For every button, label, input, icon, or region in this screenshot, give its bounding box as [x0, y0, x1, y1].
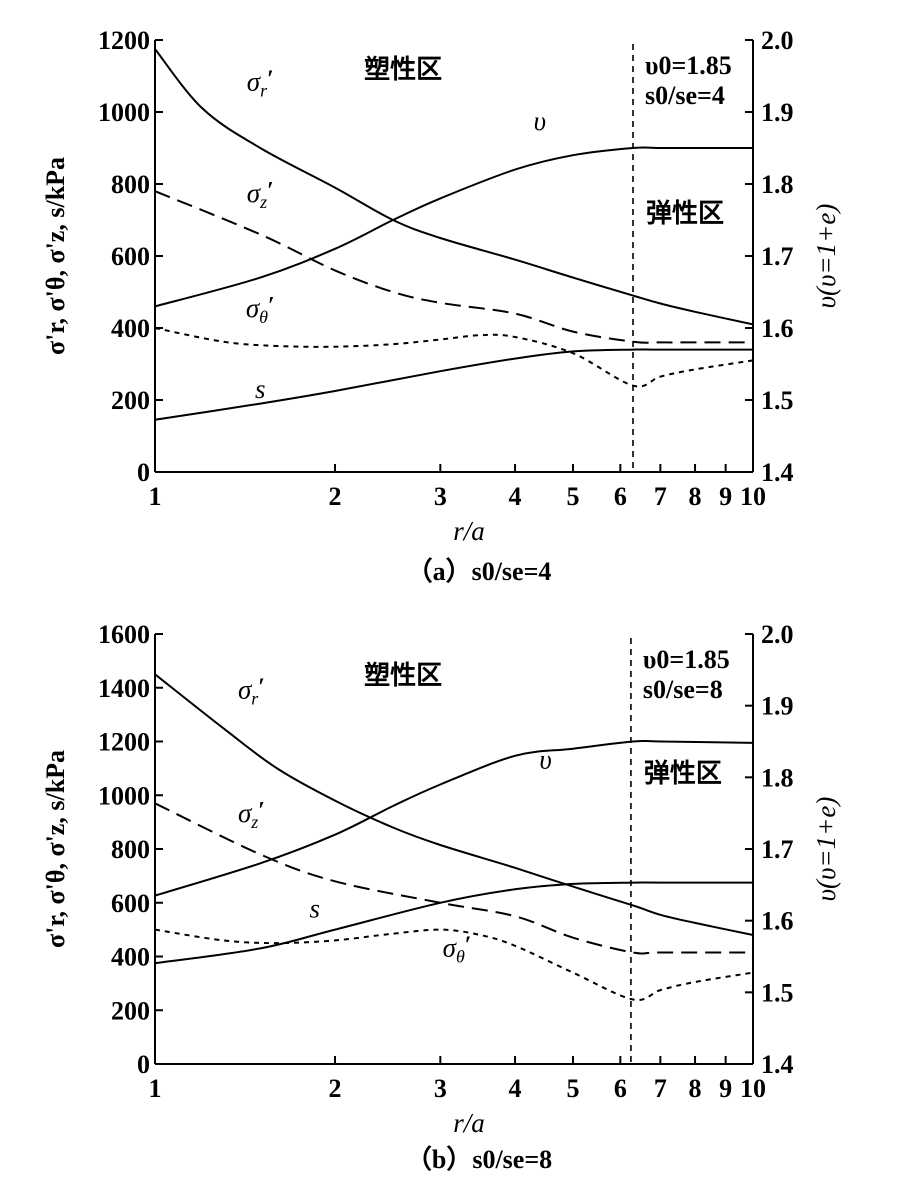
x-tick-label: 9 — [719, 1074, 732, 1103]
y-right-axis-title: υ(υ=1+e) — [811, 204, 841, 309]
x-tick-label: 9 — [719, 482, 732, 511]
x-tick-label: 2 — [329, 482, 342, 511]
curve-label: υ — [539, 744, 551, 774]
y-right-tick-label: 1.7 — [761, 835, 794, 864]
series-line-sigma-theta — [154, 327, 754, 388]
param-v0: υ0=1.85 — [643, 645, 730, 674]
x-tick-label: 1 — [149, 482, 162, 511]
x-axis-title: r/a — [453, 516, 485, 546]
y-right-tick-label: 1.5 — [761, 978, 794, 1007]
x-tick-label: 3 — [434, 1074, 447, 1103]
y-left-axis-title: σ'r, σ'θ, σ'z, s/kPa — [41, 750, 70, 948]
y-right-tick-label: 1.7 — [761, 242, 794, 271]
series-line-s — [154, 881, 753, 965]
curve-label: s — [310, 894, 321, 924]
y-left-tick-label: 1600 — [98, 620, 150, 649]
curve-label: υ — [534, 106, 546, 136]
chart-b: 0 200 400 600 800 1000 1200 1400 1600 1.4 1.5 1.6 1.… — [41, 620, 841, 1174]
y-left-tick-label: 1400 — [98, 674, 150, 703]
curve-label: σr′ — [247, 66, 274, 100]
y-left-tick-label: 200 — [111, 386, 150, 415]
curve-label: σz′ — [238, 798, 265, 832]
x-tick-label: 4 — [509, 482, 522, 511]
x-tick-label: 3 — [434, 482, 447, 511]
y-right-tick-label: 2.0 — [761, 26, 794, 55]
curve-label: σθ′ — [246, 293, 275, 327]
x-tick-label: 6 — [614, 1074, 627, 1103]
y-left-tick-label: 1200 — [98, 26, 150, 55]
series-line-upsilon — [154, 739, 754, 897]
y-right-tick-label: 1.5 — [761, 386, 794, 415]
x-tick-label: 7 — [654, 482, 667, 511]
elastic-zone-label: 弹性区 — [646, 199, 724, 229]
x-tick-label: 10 — [740, 1074, 766, 1103]
x-tick-label: 10 — [740, 482, 766, 511]
param-ratio: s0/se=4 — [645, 81, 725, 110]
x-tick-label: 1 — [149, 1074, 162, 1103]
series-line-sigma-z — [154, 190, 753, 344]
y-left-tick-label: 1000 — [98, 98, 150, 127]
series-line-sigma-r — [154, 48, 754, 326]
x-tick-label: 6 — [614, 482, 627, 511]
x-tick-label: 2 — [329, 1074, 342, 1103]
series-line-sigma-r — [154, 673, 754, 936]
param-v0: υ0=1.85 — [645, 51, 732, 80]
y-left-tick-label: 800 — [111, 170, 150, 199]
y-left-tick-label: 600 — [111, 242, 150, 271]
x-tick-label: 8 — [689, 482, 702, 511]
curve-label: σr′ — [238, 675, 265, 709]
x-axis-title: r/a — [453, 1108, 485, 1138]
x-tick-label: 8 — [689, 1074, 702, 1103]
y-left-tick-label: 1000 — [98, 781, 150, 810]
x-tick-label: 5 — [566, 1074, 579, 1103]
series-line-sigma-theta — [154, 928, 754, 1002]
series-line-s — [154, 348, 753, 421]
y-left-tick-label: 0 — [137, 1050, 150, 1079]
y-right-tick-label: 1.8 — [761, 170, 794, 199]
y-right-tick-label: 1.9 — [761, 692, 794, 721]
curve-label: σθ′ — [443, 933, 472, 967]
y-left-tick-label: 800 — [111, 835, 150, 864]
series-line-sigma-z — [154, 802, 753, 955]
x-tick-label: 7 — [654, 1074, 667, 1103]
plastic-zone-label: 塑性区 — [364, 661, 442, 691]
elastic-zone-label: 弹性区 — [644, 759, 722, 789]
x-tick-label: 5 — [566, 482, 579, 511]
figure-caption: （a）s0/se=4 — [407, 557, 552, 586]
y-right-tick-label: 1.8 — [761, 763, 794, 792]
y-right-tick-label: 1.6 — [761, 314, 794, 343]
series-line-upsilon — [154, 146, 753, 308]
y-left-axis-title: σ'r, σ'θ, σ'z, s/kPa — [41, 157, 70, 355]
y-right-tick-label: 1.9 — [761, 98, 794, 127]
curve-label: s — [255, 374, 266, 404]
y-left-tick-label: 0 — [137, 458, 150, 487]
y-right-tick-label: 1.6 — [761, 907, 794, 936]
y-right-tick-label: 2.0 — [761, 620, 794, 649]
y-left-tick-label: 1200 — [98, 728, 150, 757]
y-left-tick-label: 200 — [111, 996, 150, 1025]
y-right-tick-label: 1.4 — [761, 458, 794, 487]
figure-caption: （b）s0/se=8 — [406, 1145, 552, 1174]
param-ratio: s0/se=8 — [643, 675, 723, 704]
plastic-zone-label: 塑性区 — [364, 55, 442, 85]
y-left-tick-label: 600 — [111, 889, 150, 918]
x-tick-label: 4 — [509, 1074, 522, 1103]
y-left-tick-label: 400 — [111, 314, 150, 343]
curve-label: σz′ — [247, 178, 274, 212]
chart-a: 0 200 400 600 800 1000 1200 1.4 1.5 1.6 1.7 1.8 1.9 2… — [41, 26, 841, 586]
y-left-tick-label: 400 — [111, 943, 150, 972]
y-right-axis-title: υ(υ=1+e) — [811, 797, 841, 902]
y-right-tick-label: 1.4 — [761, 1050, 794, 1079]
